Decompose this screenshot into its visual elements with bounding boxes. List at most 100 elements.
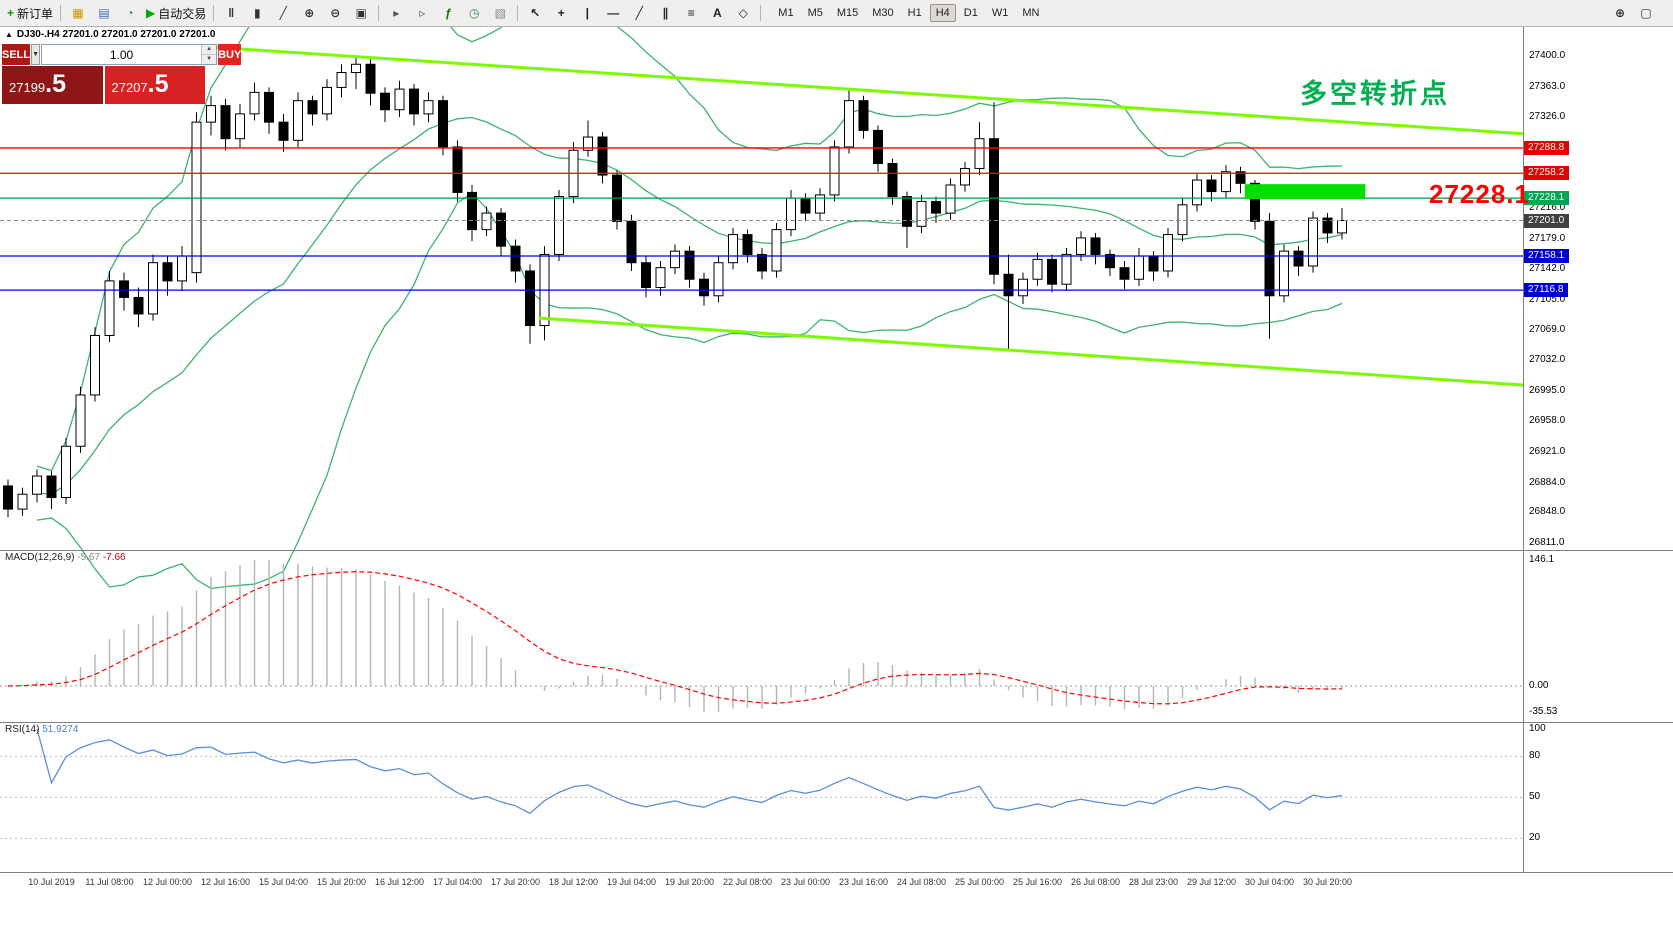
volume-decrease-button[interactable]: ▼ (202, 55, 217, 64)
bar-chart-mode-button[interactable]: ǁ (219, 3, 243, 23)
buy-price-frac: .5 (147, 70, 169, 98)
price-badge: 27228.1 (1524, 191, 1570, 206)
timeframe-M15[interactable]: M15 (836, 7, 859, 19)
refresh-icon: ◔ (126, 6, 134, 20)
order-settings-dropdown[interactable]: ▼ (31, 44, 41, 65)
tile-windows-button[interactable]: ▣ (349, 3, 373, 23)
candle-chart-mode-button[interactable]: ▮ (245, 3, 269, 23)
price-badge: 27158.1 (1524, 249, 1570, 263)
price-chart-canvas[interactable] (0, 27, 1523, 872)
new-order-button[interactable]: + 新订单 (5, 3, 55, 23)
timeframe-D1[interactable]: D1 (963, 7, 978, 19)
text-label-button[interactable]: A (705, 3, 729, 23)
volume-input[interactable] (42, 45, 202, 64)
zoom-in-button[interactable]: ⊕ (297, 3, 321, 23)
time-label: 18 Jul 12:00 (548, 877, 599, 887)
time-label: 25 Jul 00:00 (954, 877, 1005, 887)
toolbar-separator (378, 5, 380, 21)
timeframe-M5[interactable]: M5 (807, 7, 823, 19)
time-label: 19 Jul 20:00 (664, 877, 715, 887)
sell-button[interactable]: SELL (2, 44, 31, 65)
macd-signal-line (7, 571, 1343, 705)
fibonacci-icon: ≡ (687, 6, 695, 20)
price-scale[interactable]: 27400.0 27363.0 27326.0 27216.0 27179.0 27142… (1523, 27, 1672, 872)
macd-axis-label: 0.00 (1529, 680, 1549, 691)
vertical-line-button[interactable]: | (575, 3, 599, 23)
time-label: 12 Jul 00:00 (142, 877, 193, 887)
time-label: 23 Jul 16:00 (838, 877, 889, 887)
buy-button[interactable]: BUY (218, 44, 242, 65)
equidistant-channel-button[interactable]: ∥ (653, 3, 677, 23)
zoom-out-icon: ⊖ (330, 6, 341, 20)
equidistant-channel-icon: ∥ (662, 6, 669, 20)
macd-value-signal: -7.66 (102, 552, 126, 563)
time-label: 30 Jul 04:00 (1244, 877, 1295, 887)
price-badge: 27258.2 (1524, 166, 1570, 181)
time-label: 15 Jul 20:00 (316, 877, 367, 887)
price-badge: 27201.0 (1524, 213, 1570, 228)
cursor-button[interactable]: ↖ (523, 3, 547, 23)
toolbar-right-group: ⊕ ▢ (1607, 3, 1659, 23)
timeframe-M1[interactable]: M1 (778, 7, 794, 19)
timeframe-H1[interactable]: H1 (907, 7, 922, 19)
price-tick: 27326.0 (1529, 111, 1566, 123)
time-axis[interactable]: 10 Jul 2019 11 Jul 08:00 12 Jul 00:00 12 Ju… (0, 872, 1673, 897)
auto-trading-button[interactable]: ▶ 自动交易 (144, 3, 208, 23)
new-order-icon: + (7, 6, 15, 20)
time-label: 16 Jul 12:00 (374, 877, 425, 887)
magnifier-plus-icon: ⊕ (1614, 6, 1626, 20)
sell-price-display[interactable]: 27199.5 (2, 66, 103, 104)
volume-increase-button[interactable]: ▲ (202, 45, 217, 55)
fibonacci-button[interactable]: ≡ (679, 3, 703, 23)
toolbar-separator (60, 5, 62, 21)
channel-trendline[interactable] (538, 316, 1523, 387)
horizontal-line-button[interactable]: — (601, 3, 625, 23)
toolbar-separator (517, 5, 519, 21)
crosshair-button[interactable]: + (549, 3, 573, 23)
highlight-box[interactable] (1244, 184, 1366, 200)
rsi-axis-label: 50 (1529, 791, 1541, 803)
time-label: 17 Jul 04:00 (432, 877, 483, 887)
chart-shift-button[interactable]: ▹ (410, 3, 434, 23)
line-chart-mode-button[interactable]: ╱ (271, 3, 295, 23)
periods-button[interactable]: ◷ (462, 3, 486, 23)
auto-scroll-button[interactable]: ▸ (384, 3, 408, 23)
price-tick: 27179.0 (1529, 232, 1566, 244)
rsi-pane-divider (0, 722, 1673, 723)
arrows-button[interactable]: ◇ (731, 3, 755, 23)
zoom-out-button[interactable]: ⊖ (323, 3, 347, 23)
time-label: 11 Jul 08:00 (85, 877, 134, 887)
crosshair-icon: + (557, 6, 565, 20)
trendline-icon: ╱ (635, 6, 643, 20)
magnifier-plus-button[interactable]: ⊕ (1608, 3, 1632, 23)
charts-group-button[interactable]: ▦ (66, 3, 90, 23)
macd-indicator-label: MACD(12,26,9) -5.67 -7.66 (5, 552, 126, 563)
profile-button[interactable]: ▤ (92, 3, 116, 23)
indicators-list-icon: ƒ (444, 6, 452, 20)
price-tick: 26811.0 (1529, 537, 1565, 548)
toolbar-separator (213, 5, 215, 21)
periods-icon: ◷ (469, 6, 480, 20)
toolbar: + 新订单 ▦ ▤ ◔ ▶ 自动交易 ǁ ▮ ╱ ⊕ ⊖ ▣ ▸ ▹ ƒ ◷ ▧ ↖ + | — ╱ ∥ ≡ A ◇ M1 M5 M15 M… (0, 0, 1673, 27)
templates-button[interactable]: ▧ (488, 3, 512, 23)
timeframe-MN[interactable]: MN (1022, 7, 1040, 19)
timeframe-W1[interactable]: W1 (991, 7, 1009, 19)
refresh-button[interactable]: ◔ (118, 3, 142, 23)
time-label: 30 Jul 20:00 (1302, 877, 1353, 887)
timeframe-switcher: M1 M5 M15 M30 H1 H4 D1 W1 MN (771, 4, 1046, 22)
arrows-icon: ◇ (738, 6, 748, 20)
rsi-name: RSI(14) (5, 724, 40, 735)
timeframe-H4[interactable]: H4 (929, 4, 956, 22)
collapse-panel-icon[interactable]: ▲ (5, 30, 13, 39)
new-chart-window-button[interactable]: ▢ (1634, 3, 1658, 23)
price-tick: 27105.0 (1529, 293, 1566, 305)
indicators-list-button[interactable]: ƒ (436, 3, 460, 23)
time-label: 28 Jul 23:00 (1128, 877, 1179, 887)
auto-scroll-icon: ▸ (393, 6, 400, 20)
timeframe-M30[interactable]: M30 (872, 7, 894, 19)
buy-price-display[interactable]: 27207.5 (104, 66, 205, 104)
trendline-button[interactable]: ╱ (627, 3, 651, 23)
charts-group-icon: ▦ (72, 6, 84, 20)
channel-trendline[interactable] (195, 44, 1524, 136)
